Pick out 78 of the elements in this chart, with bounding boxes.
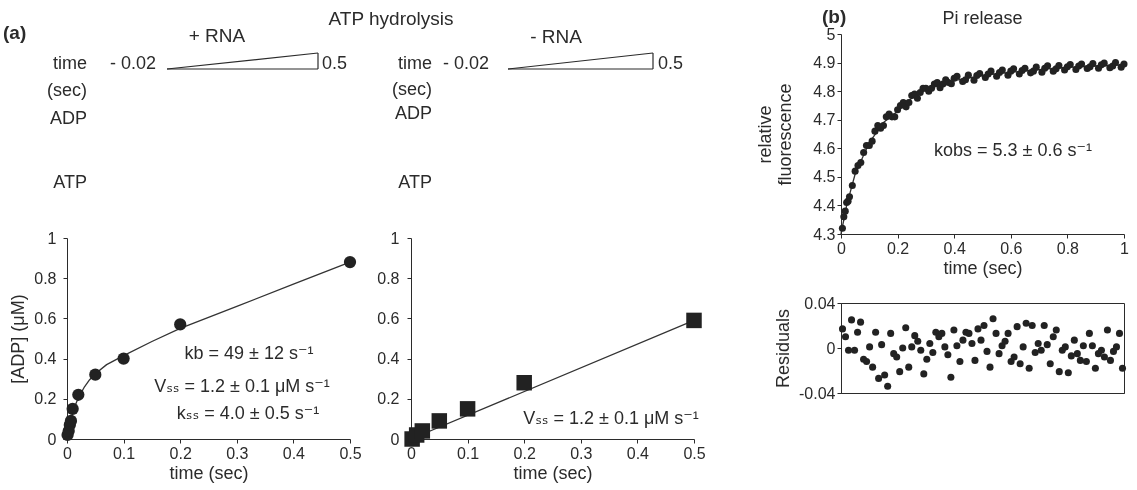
y-tick-label: 4.3 [813,225,836,243]
x-tick-label: 0.4 [626,444,650,462]
x-tick-label: 1 [1120,239,1130,257]
y-tick-label: 0.8 [377,269,400,287]
x-axis-title: time (sec) [513,462,593,483]
annotation: Vₛₛ = 1.2 ± 0.1 μM s⁻¹ [154,376,330,396]
text: (sec) [47,80,87,100]
x-tick-label: 0 [837,239,847,257]
text: + RNA [188,25,246,46]
x-tick-label: 0.3 [226,444,249,462]
y-axis-title: [ADP] (μM) [8,294,29,384]
x-tick-label: 0.1 [112,444,136,462]
point [343,256,357,269]
y-tick-label: 4.6 [813,139,836,157]
x-axis-title: time (sec) [169,462,249,483]
point [174,318,187,331]
text: (sec) [392,79,432,99]
annotation: Vₛₛ = 1.2 ± 0.1 μM s⁻¹ [523,408,699,428]
y-tick-label: -0.04 [799,384,836,402]
point [89,368,102,381]
x-tick-label: 0.5 [683,444,706,462]
y-tick-label: 0.4 [377,350,400,368]
y-axis-title: Residuals [773,308,794,389]
point [117,352,130,365]
text: ATP [53,172,87,192]
y-tick-label: 0 [47,430,57,448]
text: 0.5 [658,53,684,73]
point [72,388,85,401]
text: - RNA [530,26,583,47]
x-tick-label: 0.8 [1056,239,1080,257]
text: (b) [822,6,847,27]
x-axis-title: time (sec) [943,257,1023,278]
x-tick-label: 0.2 [169,444,192,462]
annotation: kb = 49 ± 12 s⁻¹ [184,343,314,363]
y-tick-label: 4.9 [813,54,836,72]
text: ADP [49,108,87,128]
text: ATP hydrolysis [328,8,454,29]
point [686,312,702,329]
text: time [52,53,87,73]
y-tick-label: 0 [390,430,400,448]
text: ATP [398,172,432,192]
y-tick-label: 0.6 [34,309,57,327]
chart-title: Pi release [942,8,1023,28]
point [459,401,476,417]
y-tick-label: 0.2 [377,390,400,408]
text: (a) [3,22,27,43]
point [66,402,79,415]
text: ADP [394,103,432,123]
x-tick-label: 0 [407,444,417,462]
y-tick-label: 4.7 [813,111,836,129]
y-tick-label: 0.2 [34,390,57,408]
y-tick-label: 0.04 [804,294,836,312]
y-tick-label: 4.5 [813,168,836,186]
annotation: kₛₛ = 4.0 ± 0.5 s⁻¹ [176,403,320,423]
y-tick-label: 4.4 [813,196,836,214]
x-tick-label: 0.6 [1000,239,1023,257]
point [431,413,448,429]
point [516,374,532,391]
annotation: kobs = 5.3 ± 0.6 s⁻¹ [934,140,1092,160]
text: 0.5 [322,53,348,73]
x-tick-label: 0.2 [886,239,910,257]
y-axis-title: relative fluorescence [755,83,796,186]
text: - 0.02 [443,53,490,73]
x-tick-label: 0.2 [513,444,536,462]
text: - 0.02 [110,53,157,73]
text: time [397,53,432,73]
y-tick-label: 4.8 [813,82,836,100]
y-tick-label: 0.8 [34,269,57,287]
x-tick-label: 0 [63,444,73,462]
x-tick-label: 0.5 [339,444,362,462]
y-tick-label: 0.6 [377,309,400,327]
y-tick-label: 0 [826,339,836,357]
point [414,423,431,439]
x-tick-label: 0.4 [943,239,966,257]
x-tick-label: 0.1 [456,444,480,462]
x-tick-label: 0.4 [282,444,306,462]
y-tick-label: 0.4 [34,350,57,368]
x-tick-label: 0.3 [570,444,593,462]
